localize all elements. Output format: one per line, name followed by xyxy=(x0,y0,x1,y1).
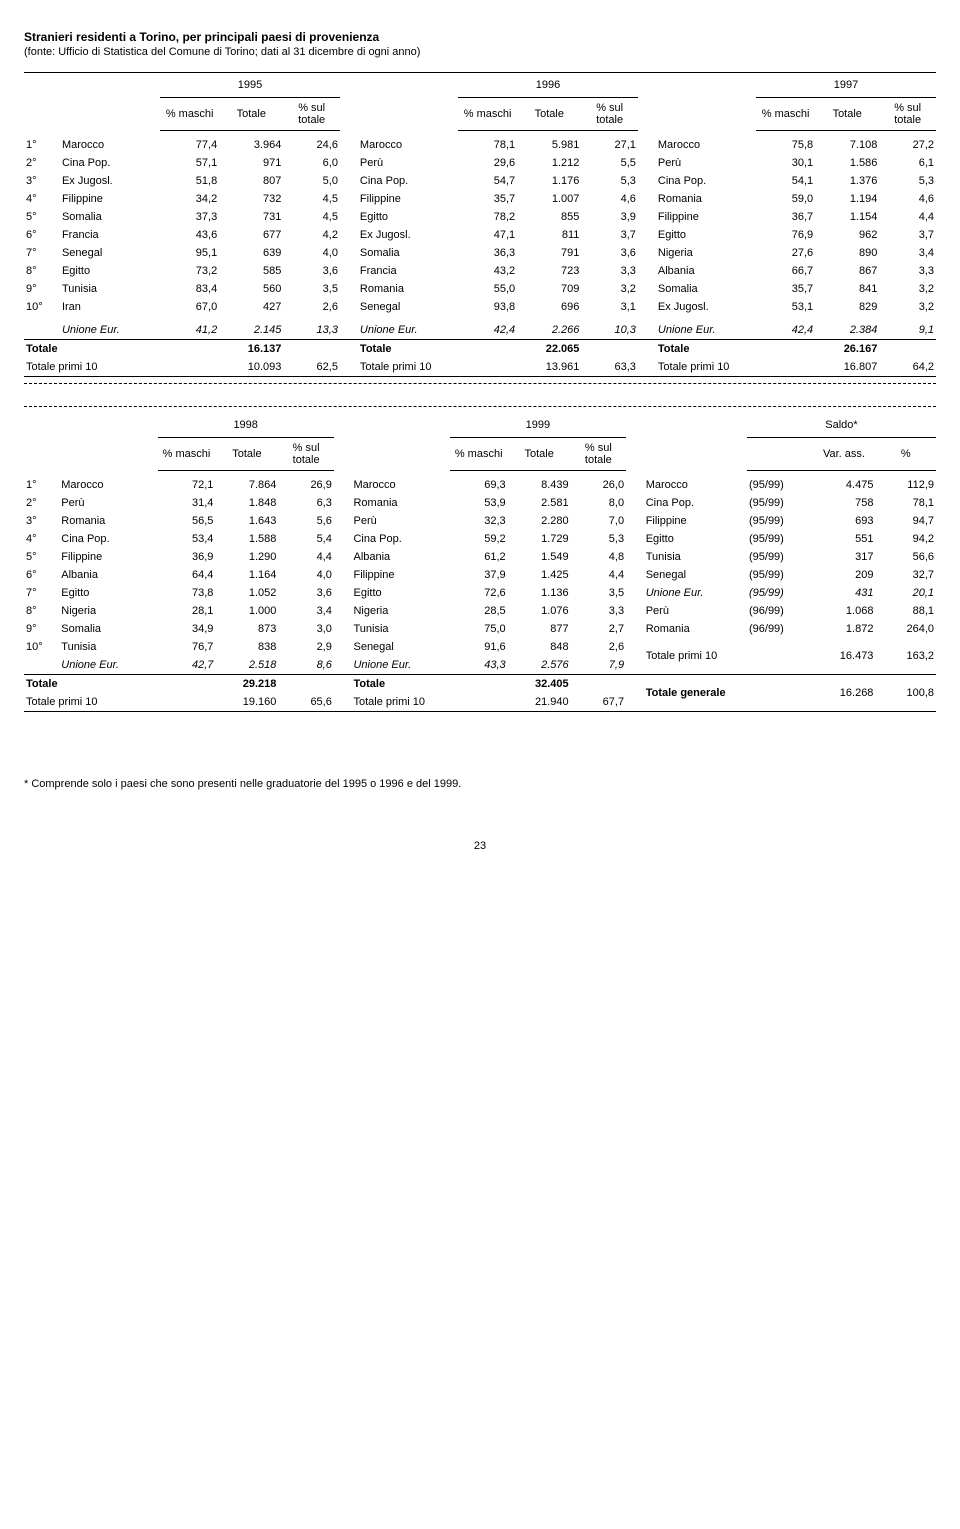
table-row: 9°Somalia34,98733,0Tunisia75,08772,7Roma… xyxy=(24,620,936,638)
table-row: 1°Marocco77,43.96424,6Marocco78,15.98127… xyxy=(24,131,936,155)
year-1998: 1998 xyxy=(158,413,334,438)
page-number: 23 xyxy=(24,840,936,852)
year-1995: 1995 xyxy=(160,73,340,98)
table-row: 7°Senegal95,16394,0Somalia36,37913,6Nige… xyxy=(24,244,936,262)
table-row: 4°Filippine34,27324,5Filippine35,71.0074… xyxy=(24,190,936,208)
table-row: 6°Albania64,41.1644,0Filippine37,91.4254… xyxy=(24,566,936,584)
top-totale-row: Totale 16.137 Totale 22.065 Totale 26.16… xyxy=(24,340,936,359)
table-row: 8°Egitto73,25853,6Francia43,27233,3Alban… xyxy=(24,262,936,280)
page-title: Stranieri residenti a Torino, per princi… xyxy=(24,30,936,44)
top-table: 1995 1996 1997 % maschi Totale % sul tot… xyxy=(24,72,936,377)
col-pct: % xyxy=(875,438,936,471)
dashed-separator xyxy=(24,383,936,384)
table-row: 5°Somalia37,37314,5Egitto78,28553,9Filip… xyxy=(24,208,936,226)
year-1997: 1997 xyxy=(756,73,936,98)
page-subtitle: (fonte: Ufficio di Statistica del Comune… xyxy=(24,46,936,58)
dashed-separator xyxy=(24,406,936,407)
table-row: 5°Filippine36,91.2904,4Albania61,21.5494… xyxy=(24,548,936,566)
col-pct-sul: % sul totale xyxy=(283,98,340,131)
bottom-table: 1998 1999 Saldo* % maschi Totale % sul t… xyxy=(24,413,936,718)
table-row: 3°Ex Jugosl.51,88075,0Cina Pop.54,71.176… xyxy=(24,172,936,190)
table-row: 3°Romania56,51.6435,6Perù32,32.2807,0Fil… xyxy=(24,512,936,530)
table-row: 10°Iran67,04272,6Senegal93,86963,1Ex Jug… xyxy=(24,298,936,316)
footnote: * Comprende solo i paesi che sono presen… xyxy=(24,778,936,790)
top-primi-row: Totale primi 10 10.09362,5 Totale primi … xyxy=(24,358,936,377)
year-1999: 1999 xyxy=(450,413,626,438)
table-row: 8°Nigeria28,11.0003,4Nigeria28,51.0763,3… xyxy=(24,602,936,620)
table-row: 6°Francia43,66774,2Ex Jugosl.47,18113,7E… xyxy=(24,226,936,244)
table-row: 7°Egitto73,81.0523,6Egitto72,61.1363,5Un… xyxy=(24,584,936,602)
bot-row10-and-saldo-primi: 10°Tunisia 76,78382,9 Senegal 91,68482,6… xyxy=(24,638,936,656)
col-pct-maschi: % maschi xyxy=(160,98,219,131)
col-var-ass: Var. ass. xyxy=(812,438,875,471)
table-row: 4°Cina Pop.53,41.5885,4Cina Pop.59,21.72… xyxy=(24,530,936,548)
col-totale: Totale xyxy=(219,98,283,131)
table-row: 9°Tunisia83,45603,5Romania55,07093,2Soma… xyxy=(24,280,936,298)
bot-totale-row: Totale 29.218 Totale 32.405 Totale gener… xyxy=(24,675,936,694)
top-union-row: Unione Eur. 41,22.14513,3 Unione Eur. 42… xyxy=(24,316,936,340)
year-1996: 1996 xyxy=(458,73,638,98)
table-row: 2°Cina Pop.57,19716,0Perù29,61.2125,5Per… xyxy=(24,154,936,172)
table-row: 1°Marocco72,17.86426,9Marocco69,38.43926… xyxy=(24,471,936,495)
table-row: 2°Perù31,41.8486,3Romania53,92.5818,0Cin… xyxy=(24,494,936,512)
year-saldo: Saldo* xyxy=(747,413,936,438)
